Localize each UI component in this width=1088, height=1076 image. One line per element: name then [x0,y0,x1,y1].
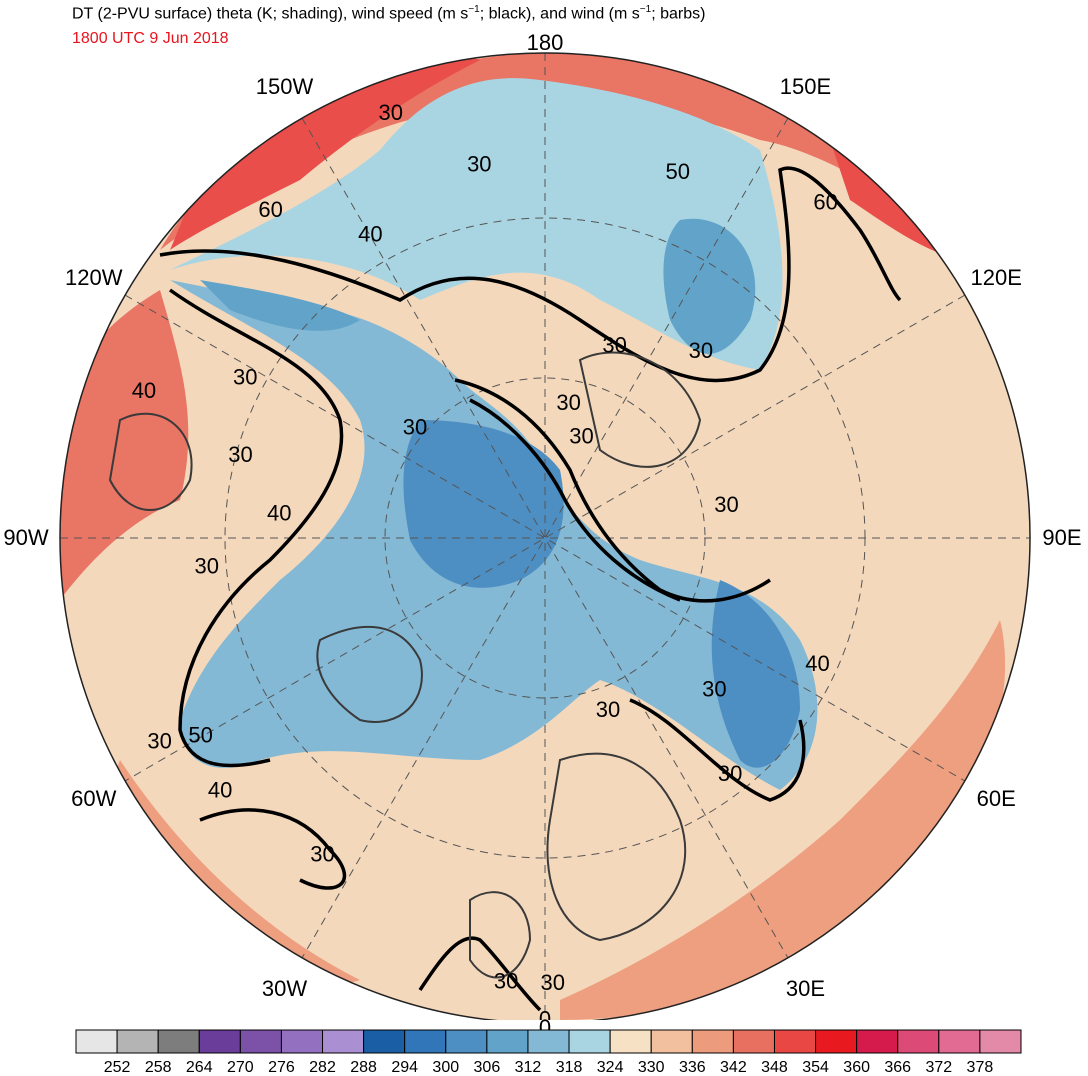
colorbar-tick-label: 330 [638,1059,665,1076]
colorbar-box [445,1029,488,1054]
contour-label: 30 [195,553,219,578]
colorbar-box [732,1029,775,1054]
contour-label: 30 [147,729,171,754]
colorbar-tick-label: 264 [186,1059,213,1076]
contour-label: 30 [541,970,565,995]
contour-label: 30 [403,415,427,440]
longitude-label: 150E [779,73,832,99]
colorbar-tick-label: 294 [391,1059,418,1076]
colorbar-tick-labels: 252 258 264 270 276 282 288 294 300 306 312 318 324 3… [104,1059,994,1076]
colorbar: 252 258 264 270 276 282 288 294 300 306 312 318 324 3… [75,1029,1022,1076]
colorbar-tick-label: 282 [309,1059,336,1076]
contour-label-layer: 30 30 50 60 40 60 30 40 30 30 30 30 30 30 40 30 30 30 50 40… [132,100,838,1020]
contour-label: 30 [689,338,713,363]
contour-label: 40 [267,501,291,526]
colorbar-box [897,1029,940,1054]
colorbar-tick-label: 348 [761,1059,788,1076]
colorbar-box [691,1029,734,1054]
longitude-label: 30W [261,976,308,1002]
contour-label: 60 [813,189,837,214]
cold-shading [170,78,818,790]
colorbar-tick-label: 300 [432,1059,459,1076]
colorbar-tick-label: 306 [474,1059,501,1076]
colorbar-tick-label: 336 [679,1059,706,1076]
contour-label: 30 [718,761,742,786]
longitude-label: 120W [65,264,123,290]
contour-label: 30 [494,968,518,993]
longitude-label: 30E [785,976,826,1002]
graticule [60,53,1030,1020]
colorbar-boxes [75,1029,1022,1054]
wind-speed-contours [159,166,902,1012]
longitude-label: 90W [3,525,49,550]
colorbar-box [157,1029,200,1054]
map-disk [60,53,1030,1020]
colorbar-box [938,1029,981,1054]
colorbar-box [568,1029,611,1054]
longitude-label: 150W [255,73,314,99]
colorbar-box [773,1029,817,1054]
colorbar-tick-label: 288 [350,1059,377,1076]
contour-label: 30 [378,100,402,125]
chart-title: DT (2-PVU surface) theta (K; shading), w… [72,4,706,23]
contour-label: 30 [467,151,491,176]
contour-label: 40 [358,221,382,246]
colorbar-box [650,1029,693,1054]
colorbar-box [856,1029,899,1054]
contour-label: 30 [228,442,252,467]
colorbar-box [815,1029,858,1054]
colorbar-box [527,1029,570,1054]
colorbar-tick-label: 318 [556,1059,583,1076]
contour-label: 0 [539,1006,551,1020]
contour-label: 30 [602,332,626,357]
colorbar-tick-label: 360 [843,1059,870,1076]
colorbar-box [404,1029,447,1054]
contour-label: 30 [596,697,620,722]
colorbar-box [198,1029,241,1054]
colorbar-tick-label: 312 [515,1059,542,1076]
colorbar-tick-label: 366 [884,1059,911,1076]
valid-time: 1800 UTC 9 Jun 2018 [72,30,229,47]
colorbar-tick-label: 354 [802,1059,829,1076]
colorbar-tick-label: 270 [227,1059,254,1076]
contour-label: 50 [188,723,212,748]
longitude-label: 180 [526,30,564,55]
colorbar-box [75,1029,118,1054]
longitude-label: 120E [970,264,1022,290]
coastlines [108,351,702,979]
colorbar-tick-label: 342 [720,1059,747,1076]
colorbar-tick-label: 324 [597,1059,624,1076]
colorbar-box [322,1029,365,1054]
colorbar-tick-label: 276 [268,1059,295,1076]
contour-label: 40 [805,651,829,676]
colorbar-box [116,1029,159,1054]
colorbar-box [239,1029,282,1054]
contour-label: 30 [233,364,257,389]
contour-label: 30 [714,492,738,517]
colorbar-box [280,1029,324,1054]
longitude-label: 60E [976,785,1016,811]
colorbar-box [609,1029,652,1054]
contour-label: 30 [702,676,726,701]
contour-label: 50 [665,159,689,184]
colorbar-tick-label: 378 [967,1059,994,1076]
contour-label: 30 [310,842,334,867]
colorbar-box [979,1029,1022,1054]
colorbar-tick-label: 258 [145,1059,172,1076]
longitude-label: 60W [71,785,117,811]
contour-label: 30 [556,390,580,415]
colorbar-tick-label: 252 [104,1059,131,1076]
contour-label: 40 [132,378,156,403]
contour-label: 40 [208,778,232,803]
contour-label: 60 [258,197,282,222]
polar-map: 30 30 50 60 40 60 30 40 30 30 30 30 30 30 40 30 30 30 50 40… [59,52,1031,1020]
colorbar-box [363,1029,406,1054]
colorbar-box [486,1029,529,1054]
contour-label: 30 [569,424,593,449]
longitude-label: 90E [1042,525,1082,550]
map-border [59,52,1031,1020]
colorbar-tick-label: 372 [925,1059,952,1076]
